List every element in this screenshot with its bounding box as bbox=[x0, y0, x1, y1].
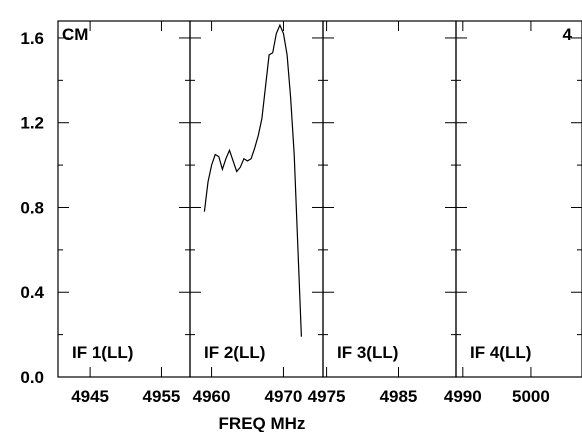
y-tick-label: 0.4 bbox=[20, 283, 44, 302]
panel-frame bbox=[455, 20, 582, 378]
axis-ticks bbox=[58, 21, 582, 378]
x-tick-label: 4955 bbox=[143, 387, 181, 406]
x-tick-label: 5000 bbox=[512, 387, 550, 406]
panel-frame bbox=[322, 20, 457, 378]
y-tick-label: 1.2 bbox=[20, 114, 44, 133]
y-tick-label: 0.8 bbox=[20, 198, 44, 217]
series-line bbox=[203, 23, 302, 337]
panel-label: IF 3(LL) bbox=[337, 343, 398, 362]
corner-label-right: 4 bbox=[563, 25, 573, 44]
panel-label: IF 2(LL) bbox=[204, 343, 265, 362]
y-tick-label: 1.6 bbox=[20, 29, 44, 48]
panel-frame bbox=[57, 20, 191, 378]
x-tick-label: 4990 bbox=[444, 387, 482, 406]
chart-labels: 0.0 0.4 0.8 1.2 1.6 4945 4955 IF 1(LL) 4960 4970 I… bbox=[20, 29, 549, 406]
y-tick-label: 0.0 bbox=[20, 368, 44, 387]
panel-label: IF 1(LL) bbox=[72, 343, 133, 362]
x-tick-label: 4945 bbox=[71, 387, 109, 406]
x-tick-label: 4985 bbox=[380, 387, 418, 406]
x-tick-label: 4975 bbox=[308, 387, 346, 406]
panel-frame bbox=[189, 20, 324, 378]
panel-label: IF 4(LL) bbox=[470, 343, 531, 362]
series-lines bbox=[203, 23, 302, 337]
x-tick-label: 4960 bbox=[193, 387, 231, 406]
panel-frames bbox=[57, 20, 582, 378]
x-axis-title: FREQ MHz bbox=[219, 414, 306, 432]
corner-label-left: CM bbox=[62, 25, 88, 44]
x-tick-label: 4970 bbox=[265, 387, 303, 406]
